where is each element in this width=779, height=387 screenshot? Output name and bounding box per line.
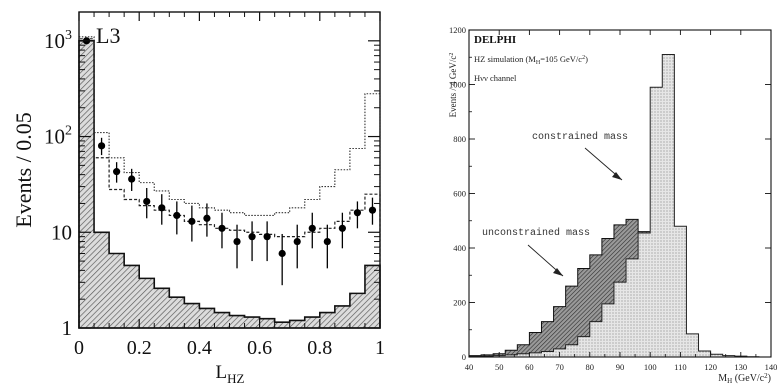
l3-data-point <box>278 249 286 258</box>
delphi-x-tick-label: 110 <box>674 362 686 372</box>
delphi-x-tick-label: 50 <box>495 362 504 372</box>
delphi-channel-label: Hνν channel <box>474 73 517 83</box>
l3-y-tick-base: 10 <box>44 125 65 149</box>
l3-x-ticks: 0 0.2 0.4 0.6 0.8 1 <box>74 12 385 359</box>
delphi-x-tick-label: 140 <box>765 362 778 372</box>
l3-x-axis-title-sub: HZ <box>227 371 244 386</box>
l3-x-tick-label: 0.8 <box>307 337 332 359</box>
delphi-x-ticks: 40 50 60 70 80 90 100 110 120 130 140 <box>465 30 778 372</box>
l3-data-point <box>368 206 377 214</box>
delphi-experiment-label: DELPHI <box>474 34 516 46</box>
l3-data-point <box>263 233 271 241</box>
l3-y-tick-exponent: 2 <box>65 124 72 139</box>
l3-data-point <box>323 237 331 246</box>
delphi-x-tick-label: 70 <box>555 362 564 372</box>
delphi-subtitle-pre: HZ simulation (M <box>474 54 536 64</box>
delphi-constrained-histogram-area <box>468 54 771 358</box>
delphi-subtitle-sub: H <box>536 60 541 66</box>
l3-data-point <box>158 204 166 212</box>
l3-data-point <box>97 142 106 150</box>
l3-x-tick-label: 1 <box>375 337 385 359</box>
l3-y-tick-base: 10 <box>44 29 65 53</box>
unconstrained-mass-arrowhead <box>553 268 563 276</box>
delphi-y-tick-label: 200 <box>453 298 466 308</box>
l3-x-axis-title-main: L <box>216 362 228 383</box>
delphi-x-axis-title-pre: M <box>718 373 727 384</box>
l3-y-tick-label: 1 <box>62 316 73 340</box>
delphi-y-axis-title: Events / 4 GeV/c2 <box>448 53 458 118</box>
l3-data-point <box>203 214 211 222</box>
delphi-y-tick-label: 1000 <box>449 80 466 90</box>
delphi-y-axis-title-sup: 2 <box>449 53 455 56</box>
delphi-subtitle: HZ simulation (MH=105 GeV/c2) <box>474 54 588 66</box>
l3-x-tick-label: 0.2 <box>127 337 152 359</box>
l3-y-axis-title: Events / 0.05 <box>11 112 36 228</box>
delphi-x-tick-label: 120 <box>704 362 717 372</box>
l3-x-axis-title: LHZ <box>216 362 245 386</box>
l3-data-point <box>143 197 151 206</box>
annotation-constrained-mass: constrained mass <box>532 131 628 143</box>
delphi-panel: 40 50 60 70 80 90 100 110 120 130 140 0 200 400 600 80… <box>448 25 777 385</box>
delphi-x-tick-label: 100 <box>644 362 657 372</box>
delphi-y-tick-label: 800 <box>453 134 466 144</box>
delphi-subtitle-post: =105 GeV/c <box>540 54 582 64</box>
l3-dotted-histogram-line <box>78 38 381 328</box>
delphi-x-axis-title-end: ) <box>768 373 771 384</box>
l3-x-tick-label: 0.4 <box>187 337 212 359</box>
delphi-x-axis-title-post: (GeV/c <box>732 373 764 384</box>
l3-data-point <box>308 224 316 232</box>
delphi-subtitle-sup: 2 <box>582 55 585 61</box>
l3-data-point <box>128 175 136 183</box>
delphi-x-tick-label: 60 <box>525 362 534 372</box>
l3-data-point <box>173 211 181 220</box>
l3-data-points <box>82 37 377 286</box>
delphi-y-tick-label: 400 <box>453 243 466 253</box>
l3-hatched-histogram <box>78 40 381 329</box>
delphi-x-axis-title-sub: H <box>727 377 732 385</box>
delphi-subtitle-end: ) <box>585 54 588 64</box>
delphi-x-tick-label: 80 <box>586 362 595 372</box>
delphi-x-axis-title: MH (GeV/c2) <box>718 372 771 385</box>
l3-dashed-histogram <box>78 36 381 328</box>
delphi-x-axis-title-sup: 2 <box>764 372 768 380</box>
delphi-y-tick-label: 1200 <box>449 25 466 35</box>
l3-data-point <box>338 224 346 232</box>
l3-data-point <box>218 224 226 232</box>
delphi-x-tick-label: 40 <box>465 362 474 372</box>
delphi-x-tick-label: 90 <box>616 362 625 372</box>
l3-data-point <box>188 217 196 225</box>
delphi-constrained-histogram <box>468 54 771 358</box>
l3-y-tick-label: 103 <box>44 28 72 53</box>
l3-x-tick-label: 0.6 <box>247 337 272 359</box>
l3-x-tick-label: 0 <box>74 337 84 359</box>
annotation-unconstrained-mass: unconstrained mass <box>482 227 590 239</box>
l3-dashed-histogram-line <box>78 36 381 328</box>
l3-data-point <box>293 237 301 246</box>
delphi-x-tick-label: 130 <box>734 362 747 372</box>
delphi-y-tick-label: 0 <box>462 352 466 362</box>
delphi-y-ticks: 0 200 400 600 800 1000 1200 <box>449 25 771 362</box>
l3-data-point <box>233 237 241 246</box>
l3-experiment-label: L3 <box>96 23 120 48</box>
l3-y-tick-exponent: 3 <box>65 28 72 43</box>
l3-y-tick-label: 102 <box>44 124 72 149</box>
l3-y-tick-label: 10 <box>51 220 72 244</box>
delphi-y-axis-title-main: Events / 4 GeV/c <box>448 56 458 118</box>
delphi-y-tick-label: 600 <box>453 189 466 199</box>
l3-dotted-histogram <box>78 38 381 328</box>
constrained-mass-arrowhead <box>612 172 622 180</box>
l3-data-point <box>113 168 121 176</box>
l3-data-point <box>248 233 256 241</box>
l3-hatched-histogram-area <box>78 40 381 329</box>
l3-data-point <box>353 209 362 217</box>
